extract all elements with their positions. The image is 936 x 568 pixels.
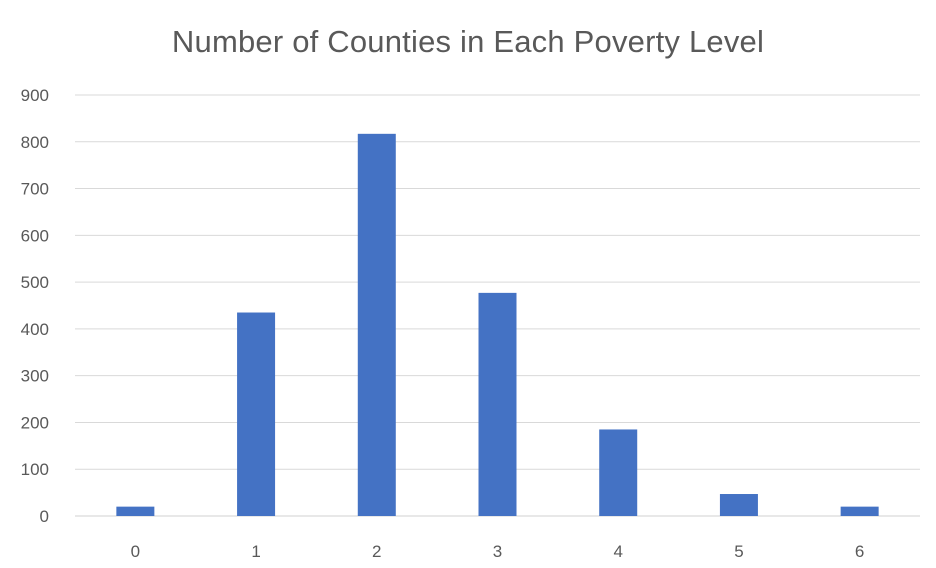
y-tick-label: 200 — [21, 413, 49, 432]
y-tick-label: 900 — [21, 86, 49, 105]
bars — [116, 133, 879, 516]
y-tick-label: 0 — [40, 507, 49, 526]
y-tick-label: 600 — [21, 226, 49, 245]
y-axis-tick-labels: 0 100 200 300 400 500 600 700 800 900 — [21, 86, 49, 526]
x-axis-tick-labels: 0 1 2 3 4 5 6 — [131, 542, 865, 561]
y-tick-label: 400 — [21, 320, 49, 339]
bar — [357, 133, 396, 516]
bar — [599, 429, 638, 516]
x-tick-label: 5 — [734, 542, 743, 561]
y-tick-label: 300 — [21, 367, 49, 386]
y-tick-label: 100 — [21, 460, 49, 479]
bar — [478, 292, 517, 516]
x-tick-label: 1 — [251, 542, 260, 561]
bar — [840, 506, 879, 516]
x-tick-label: 2 — [372, 542, 381, 561]
y-tick-label: 500 — [21, 273, 49, 292]
x-tick-label: 0 — [131, 542, 140, 561]
bar — [237, 312, 276, 516]
x-tick-label: 4 — [613, 542, 622, 561]
x-tick-label: 3 — [493, 542, 502, 561]
y-tick-label: 800 — [21, 133, 49, 152]
x-tick-label: 6 — [855, 542, 864, 561]
y-tick-label: 700 — [21, 180, 49, 199]
bar — [116, 506, 155, 516]
chart-title: Number of Counties in Each Poverty Level — [171, 24, 765, 59]
bar — [719, 494, 758, 516]
